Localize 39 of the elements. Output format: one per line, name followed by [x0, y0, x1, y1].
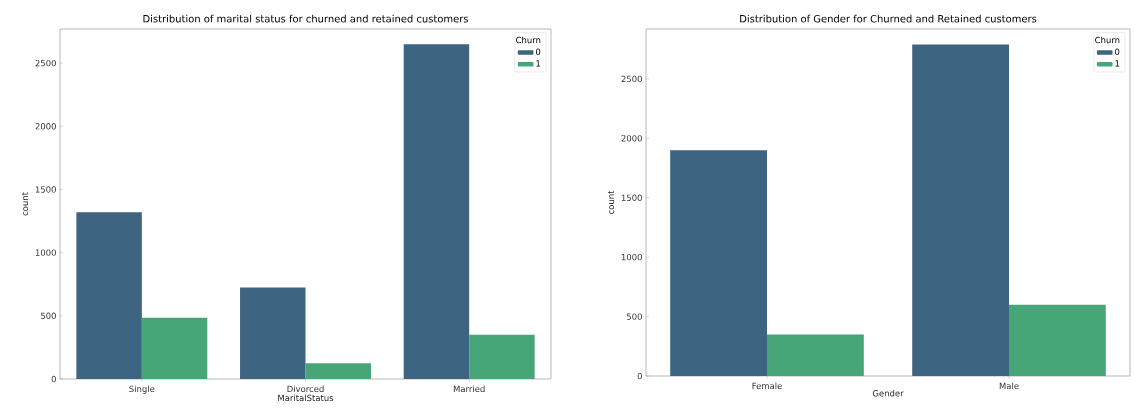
legend-label: 0	[1115, 48, 1120, 55]
y-tick-label: 500	[626, 313, 642, 320]
bar	[240, 287, 306, 379]
y-tick-label: 1000	[621, 253, 642, 261]
bar	[76, 212, 142, 379]
y-tick-label: 1500	[35, 186, 56, 193]
bar	[403, 44, 470, 379]
bar	[767, 334, 864, 376]
y-tick-label: 0	[51, 375, 56, 383]
bar	[469, 334, 535, 379]
y-tick-label: 1500	[621, 194, 642, 201]
y-tick-label: 2000	[621, 135, 642, 142]
y-tick-label: 500	[40, 312, 56, 320]
y-tick-label: 2500	[35, 59, 56, 67]
x-tick-label: Male	[999, 382, 1019, 390]
chart-title: Distribution of marital status for churned and retained customers	[143, 14, 469, 23]
y-tick-label: 0	[637, 372, 642, 380]
y-axis-title: count	[22, 192, 29, 216]
legend-title: Churn	[1095, 36, 1120, 44]
y-tick-label: 2000	[35, 123, 56, 130]
y-tick-label: 2500	[621, 75, 642, 83]
legend-label: 1	[1115, 60, 1120, 67]
y-axis-title: count	[608, 190, 615, 214]
x-tick-label: Female	[752, 382, 782, 390]
legend-title: Churn	[516, 36, 541, 44]
bar	[670, 150, 768, 376]
x-axis-title: Gender	[872, 389, 904, 397]
bar	[305, 363, 371, 379]
x-tick-label: Single	[129, 385, 155, 394]
legend-label: 0	[535, 48, 541, 55]
chart-title: Distribution of Gender for Churned and Retained customers	[740, 14, 1037, 23]
bar	[141, 317, 208, 379]
x-tick-label: Married	[453, 385, 485, 393]
y-tick-label: 1000	[35, 249, 56, 256]
x-tick-label: Divorced	[287, 385, 324, 393]
legend-label: 1	[536, 60, 541, 67]
bar	[912, 44, 1010, 376]
x-axis-title: MaritalStatus	[278, 394, 334, 402]
bar	[1009, 304, 1106, 376]
